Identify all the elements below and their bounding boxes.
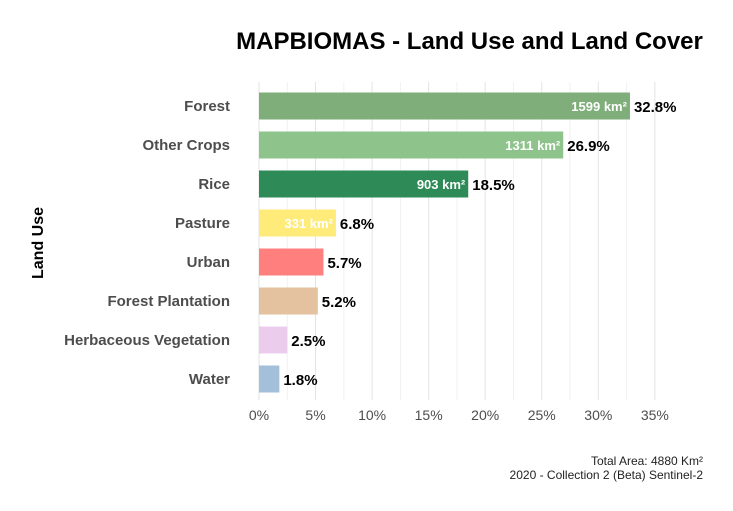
chart-title: MAPBIOMAS - Land Use and Land Cover: [236, 28, 703, 55]
area-label: 1311 km²: [505, 138, 561, 153]
caption-total-area: Total Area: 4880 Km²: [590, 454, 703, 468]
value-label: 26.9%: [567, 138, 610, 155]
caption: Total Area: 4880 Km² 2020 - Collection 2…: [510, 454, 703, 482]
bar: [259, 131, 564, 159]
category-label: Other Crops: [142, 137, 230, 154]
value-label: 5.7%: [327, 255, 361, 272]
caption-collection: 2020 - Collection 2 (Beta) Sentinel-2: [509, 468, 703, 482]
y-axis-label: Land Use: [30, 207, 47, 279]
category-label: Water: [189, 371, 230, 388]
bar: [259, 209, 336, 237]
category-label: Forest Plantation: [107, 293, 230, 310]
area-label: 331 km²: [284, 216, 333, 231]
value-label: 2.5%: [291, 333, 325, 350]
value-label: 32.8%: [634, 99, 677, 116]
x-tick-label: 35%: [641, 407, 669, 423]
bar: [259, 365, 280, 393]
value-label: 1.8%: [283, 372, 317, 389]
x-tick-label: 30%: [584, 407, 612, 423]
x-tick-label: 0%: [249, 407, 269, 423]
bar: [259, 326, 288, 354]
area-label: 903 km²: [417, 177, 466, 192]
x-tick-label: 25%: [528, 407, 556, 423]
bar: [259, 170, 469, 198]
category-label: Herbaceous Vegetation: [64, 332, 230, 349]
bar: [259, 248, 324, 276]
x-tick-label: 20%: [471, 407, 499, 423]
value-label: 6.8%: [340, 216, 374, 233]
area-label: 1599 km²: [571, 99, 627, 114]
value-label: 18.5%: [472, 177, 515, 194]
bar: [259, 287, 318, 315]
value-label: 5.2%: [322, 294, 356, 311]
category-label: Pasture: [175, 215, 230, 232]
x-tick-label: 15%: [415, 407, 443, 423]
category-label: Rice: [198, 176, 230, 193]
category-label: Urban: [187, 254, 230, 271]
x-tick-label: 5%: [305, 407, 325, 423]
x-tick-label: 10%: [358, 407, 386, 423]
category-label: Forest: [184, 98, 230, 115]
bar: [259, 92, 630, 120]
